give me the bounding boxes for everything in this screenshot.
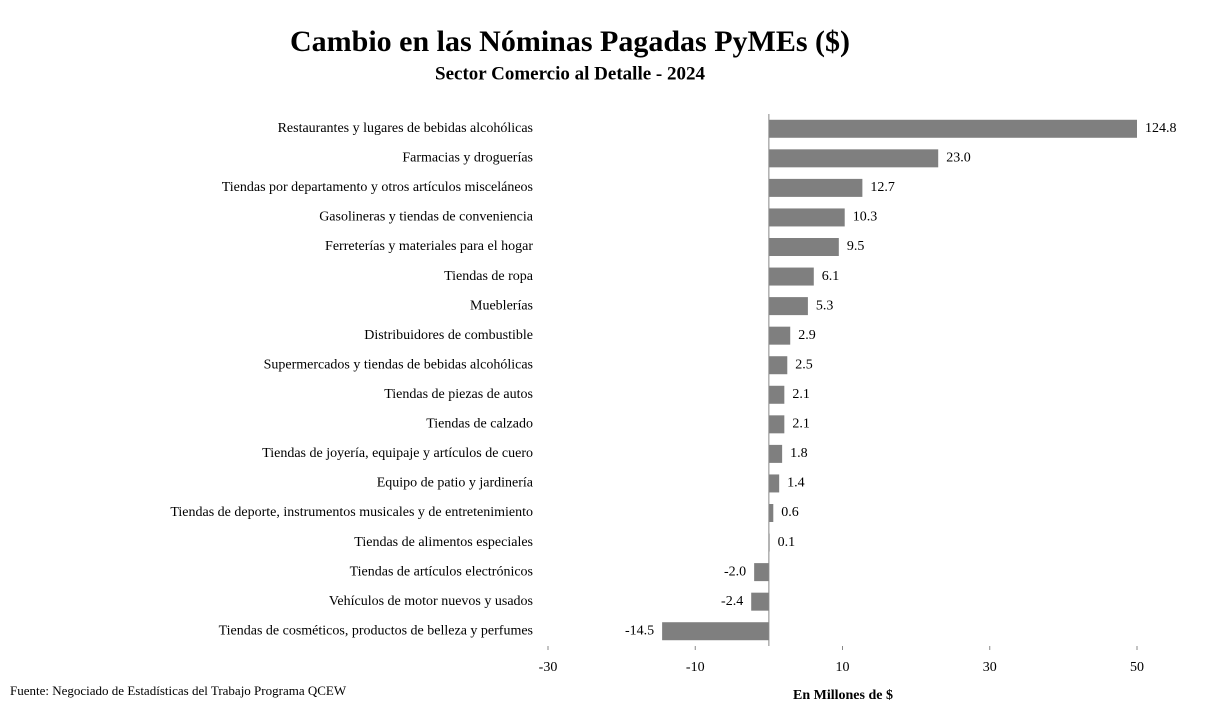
category-label: Farmacias y droguerías: [402, 151, 533, 166]
category-label: Tiendas de alimentos especiales: [354, 535, 533, 550]
bar: [768, 238, 839, 256]
x-tick-label: 50: [1130, 660, 1144, 675]
value-label: -2.4: [721, 594, 743, 609]
category-label: Tiendas de ropa: [444, 269, 534, 284]
value-label: 2.5: [795, 357, 813, 372]
value-label: 12.7: [870, 180, 895, 195]
bar: [768, 178, 863, 197]
category-label: Tiendas de deporte, instrumentos musical…: [170, 505, 533, 520]
category-label: Tiendas de piezas de autos: [384, 387, 533, 402]
chart-title: Cambio en las Nóminas Pagadas PyMEs ($): [290, 25, 850, 58]
category-label: Vehículos de motor nuevos y usados: [329, 594, 533, 609]
category-label: Tiendas por departamento y otros artícul…: [222, 180, 533, 195]
value-label: 23.0: [946, 151, 971, 166]
bar: [768, 356, 788, 375]
category-label: Tiendas de cosméticos, productos de bell…: [219, 623, 533, 638]
bar: [768, 474, 780, 493]
x-tick-label: -10: [686, 660, 705, 675]
bar: [768, 504, 774, 522]
bar: [768, 444, 783, 463]
value-label: -2.0: [724, 564, 746, 579]
category-label: Distribuidores de combustible: [364, 328, 533, 343]
x-axis-label: En Millones de $: [793, 688, 893, 703]
bar: [662, 622, 769, 641]
bar: [754, 563, 769, 582]
bar: [768, 415, 785, 434]
value-label: 6.1: [822, 269, 840, 284]
category-label: Equipo de patio y jardinería: [377, 476, 534, 491]
bar: [768, 119, 1137, 138]
bar: [768, 385, 785, 404]
category-label: Tiendas de joyería, equipaje y artículos…: [262, 446, 533, 461]
bar: [768, 149, 939, 168]
category-label: Gasolineras y tiendas de conveniencia: [319, 210, 534, 225]
value-label: 1.4: [787, 476, 805, 491]
category-label: Restaurantes y lugares de bebidas alcohó…: [278, 121, 533, 136]
value-label: 2.9: [798, 328, 816, 343]
x-tick-label: -30: [539, 660, 558, 675]
x-tick-label: 10: [836, 660, 850, 675]
bar: [768, 208, 845, 227]
bar: [768, 297, 808, 316]
bar: [768, 267, 814, 286]
bar: [751, 592, 769, 611]
value-label: 0.1: [778, 535, 796, 550]
category-label: Tiendas de calzado: [426, 417, 533, 432]
bars: [662, 119, 1137, 641]
category-label: Mueblerías: [470, 298, 533, 313]
value-label: 5.3: [816, 298, 834, 313]
chart-subtitle: Sector Comercio al Detalle - 2024: [435, 63, 705, 84]
value-label: 2.1: [792, 387, 810, 402]
bar: [768, 326, 791, 345]
value-label: 124.8: [1145, 121, 1177, 136]
category-label: Ferreterías y materiales para el hogar: [325, 239, 533, 254]
value-label: -14.5: [625, 623, 654, 638]
category-label: Tiendas de artículos electrónicos: [350, 564, 533, 579]
value-label: 0.6: [781, 505, 799, 520]
value-label: 1.8: [790, 446, 808, 461]
x-tick-label: 30: [983, 660, 997, 675]
source-note: Fuente: Negociado de Estadísticas del Tr…: [10, 683, 347, 698]
value-label: 2.1: [792, 417, 810, 432]
value-label: 10.3: [853, 210, 878, 225]
category-label: Supermercados y tiendas de bebidas alcoh…: [264, 357, 533, 372]
value-label: 9.5: [847, 239, 865, 254]
